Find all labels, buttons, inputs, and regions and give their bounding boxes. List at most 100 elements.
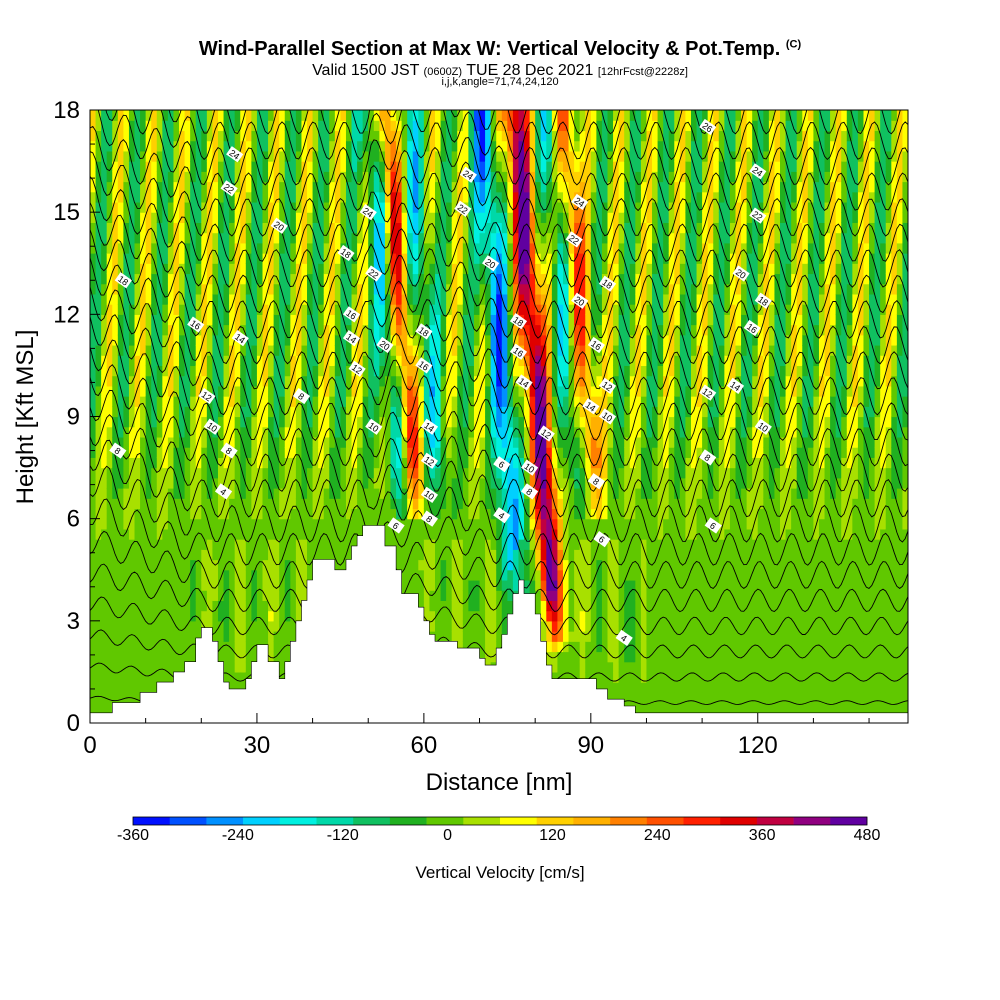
contour-label: 10 [521, 459, 539, 476]
contour-label: 12 [699, 384, 717, 401]
y-axis-label: Height [Kft MSL] [12, 330, 39, 505]
contour-label: 24 [459, 166, 477, 183]
theta-contour-line [90, 286, 908, 365]
colorbar-tick-label: -360 [116, 827, 150, 844]
contour-label: 14 [582, 398, 600, 415]
contour-label: 10 [598, 408, 617, 425]
contour-label: 6 [387, 517, 405, 534]
colorbar-swatch [389, 817, 427, 825]
theta-contour-line [90, 414, 908, 493]
theta-contour-line [90, 498, 908, 566]
contour-label: 16 [509, 343, 528, 360]
theta-contour-line [168, 110, 901, 135]
colorbar-swatch [133, 817, 170, 825]
contour-label: 22 [749, 207, 767, 224]
contour-label: 4 [214, 483, 233, 500]
terrain [90, 525, 908, 723]
contour-label: 14 [342, 330, 361, 347]
terrain-profile [90, 525, 908, 723]
contour-label: 20 [732, 265, 750, 282]
contour-label: 16 [342, 306, 361, 323]
contour-label: 18 [754, 292, 772, 309]
contour-label: 10 [420, 486, 439, 503]
contour-label: 14 [515, 374, 533, 391]
contour-label: 8 [521, 483, 539, 500]
contour-label: 26 [699, 118, 717, 136]
y-tick-label: 12 [53, 301, 80, 328]
contour-label: 18 [337, 244, 355, 262]
colorbar-swatch [206, 817, 244, 825]
colorbar-tick-label: -240 [221, 827, 254, 844]
contour-label: 18 [598, 275, 617, 292]
contour-label: 4 [493, 507, 511, 524]
colorbar-swatch [463, 817, 501, 825]
y-tick-label: 6 [67, 506, 80, 533]
contour-label: 6 [704, 517, 722, 534]
colorbar-swatch [426, 817, 464, 825]
contour-label: 16 [187, 316, 205, 333]
contour-label: 24 [571, 193, 589, 211]
contour-label: 18 [114, 272, 132, 289]
contour-label: 6 [493, 456, 511, 473]
colorbar-title: Vertical Velocity [cm/s] [415, 863, 585, 882]
x-tick-label: 60 [411, 732, 438, 759]
theta-contour-line [90, 229, 908, 314]
colorbar-swatch [316, 817, 354, 825]
contour-label: 8 [220, 442, 238, 459]
contour-label: 18 [415, 323, 433, 340]
contour-label: 8 [587, 473, 605, 490]
colorbar-swatch [793, 817, 831, 825]
theta-contour-line [90, 314, 908, 390]
contour-label: 14 [726, 377, 745, 394]
contour-label: 16 [743, 319, 761, 337]
chart-title: Wind-Parallel Section at Max W: Vertical… [198, 38, 802, 60]
contour-label: 14 [420, 418, 439, 435]
contour-label: 10 [754, 418, 772, 435]
theta-contour-line [90, 596, 908, 636]
contour-label: 6 [593, 530, 611, 548]
x-tick-label: 90 [577, 732, 604, 759]
theta-contour-line [90, 151, 908, 237]
colorbar-tick-label: 0 [443, 827, 453, 844]
contour-label: 8 [109, 442, 127, 459]
colorbar-swatch [573, 817, 611, 825]
contour-label: 22 [220, 180, 238, 197]
colorbar-swatch [536, 817, 574, 825]
contour-label: 10 [365, 418, 383, 435]
contour-label: 8 [292, 387, 311, 405]
y-tick-label: 0 [67, 710, 80, 737]
contour-label: 16 [415, 357, 433, 374]
section-indices: i,j,k,angle=71,74,24,120 [441, 76, 559, 88]
theta-contour-line [90, 465, 908, 543]
x-tick-label: 120 [738, 732, 778, 759]
colorbar-swatch [720, 817, 758, 825]
contour-label: 12 [348, 360, 366, 377]
contour-label: 12 [537, 425, 555, 442]
contour-label: 10 [203, 418, 222, 435]
contour-label: 24 [226, 146, 244, 163]
contour-label: 20 [270, 217, 288, 234]
theta-contour-line [90, 530, 908, 589]
colorbar [132, 816, 868, 826]
y-tick-label: 15 [53, 199, 80, 226]
contour-label: 22 [365, 265, 383, 282]
theta-contour-line [97, 110, 908, 186]
colorbar-swatch [243, 817, 281, 825]
contour-label: 22 [565, 231, 583, 248]
valid-time: Valid 1500 JST (0600Z) TUE 28 Dec 2021 [… [312, 62, 688, 79]
colorbar-swatch [353, 817, 391, 825]
contour-label: 18 [509, 313, 528, 330]
colorbar-swatch [500, 817, 537, 825]
y-tick-label: 3 [67, 608, 80, 635]
colorbar-tick-label: 480 [853, 827, 881, 844]
contour-label: 20 [376, 336, 394, 354]
contour-label: 16 [587, 336, 605, 354]
colorbar-tick-label: 240 [643, 827, 671, 844]
contour-label: 20 [571, 292, 589, 309]
colorbar-swatch [169, 817, 207, 825]
colorbar-swatch [610, 817, 648, 825]
theta-contour-line [90, 125, 908, 212]
x-tick-label: 0 [83, 732, 96, 759]
y-tick-label: 9 [67, 404, 80, 431]
